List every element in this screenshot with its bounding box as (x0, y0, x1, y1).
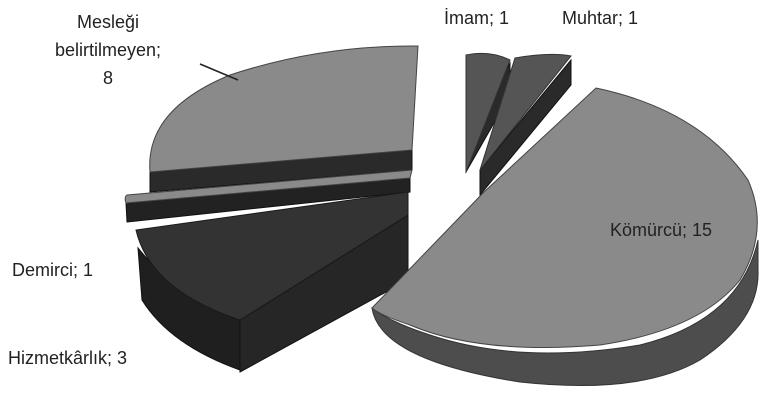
label-imam: İmam; 1 (444, 8, 509, 28)
slice-muhtar-side (479, 58, 572, 197)
label-leader-line (199, 63, 239, 81)
slice-demirci (124, 169, 413, 204)
slice-muhtar (479, 53, 572, 171)
label-mesleği-line2: belirtilmeyen; (55, 40, 161, 60)
label-mesleği-line3: 8 (103, 68, 113, 88)
slice-mesleği-belirtilmeyen (149, 45, 419, 173)
slice-komurcu (371, 87, 758, 348)
slice-komurcu-side (371, 239, 759, 387)
label-mesleği-line1: Mesleği (77, 12, 139, 32)
label-demirci: Demirci; 1 (12, 260, 93, 280)
slice-imam (465, 52, 511, 173)
label-muhtar: Muhtar; 1 (562, 8, 638, 28)
label-hizmetkarlik: Hizmetkârlık; 3 (8, 348, 127, 368)
slice-hizmetkarlik (135, 191, 409, 321)
label-komurcu: Kömürcü; 15 (610, 220, 712, 240)
